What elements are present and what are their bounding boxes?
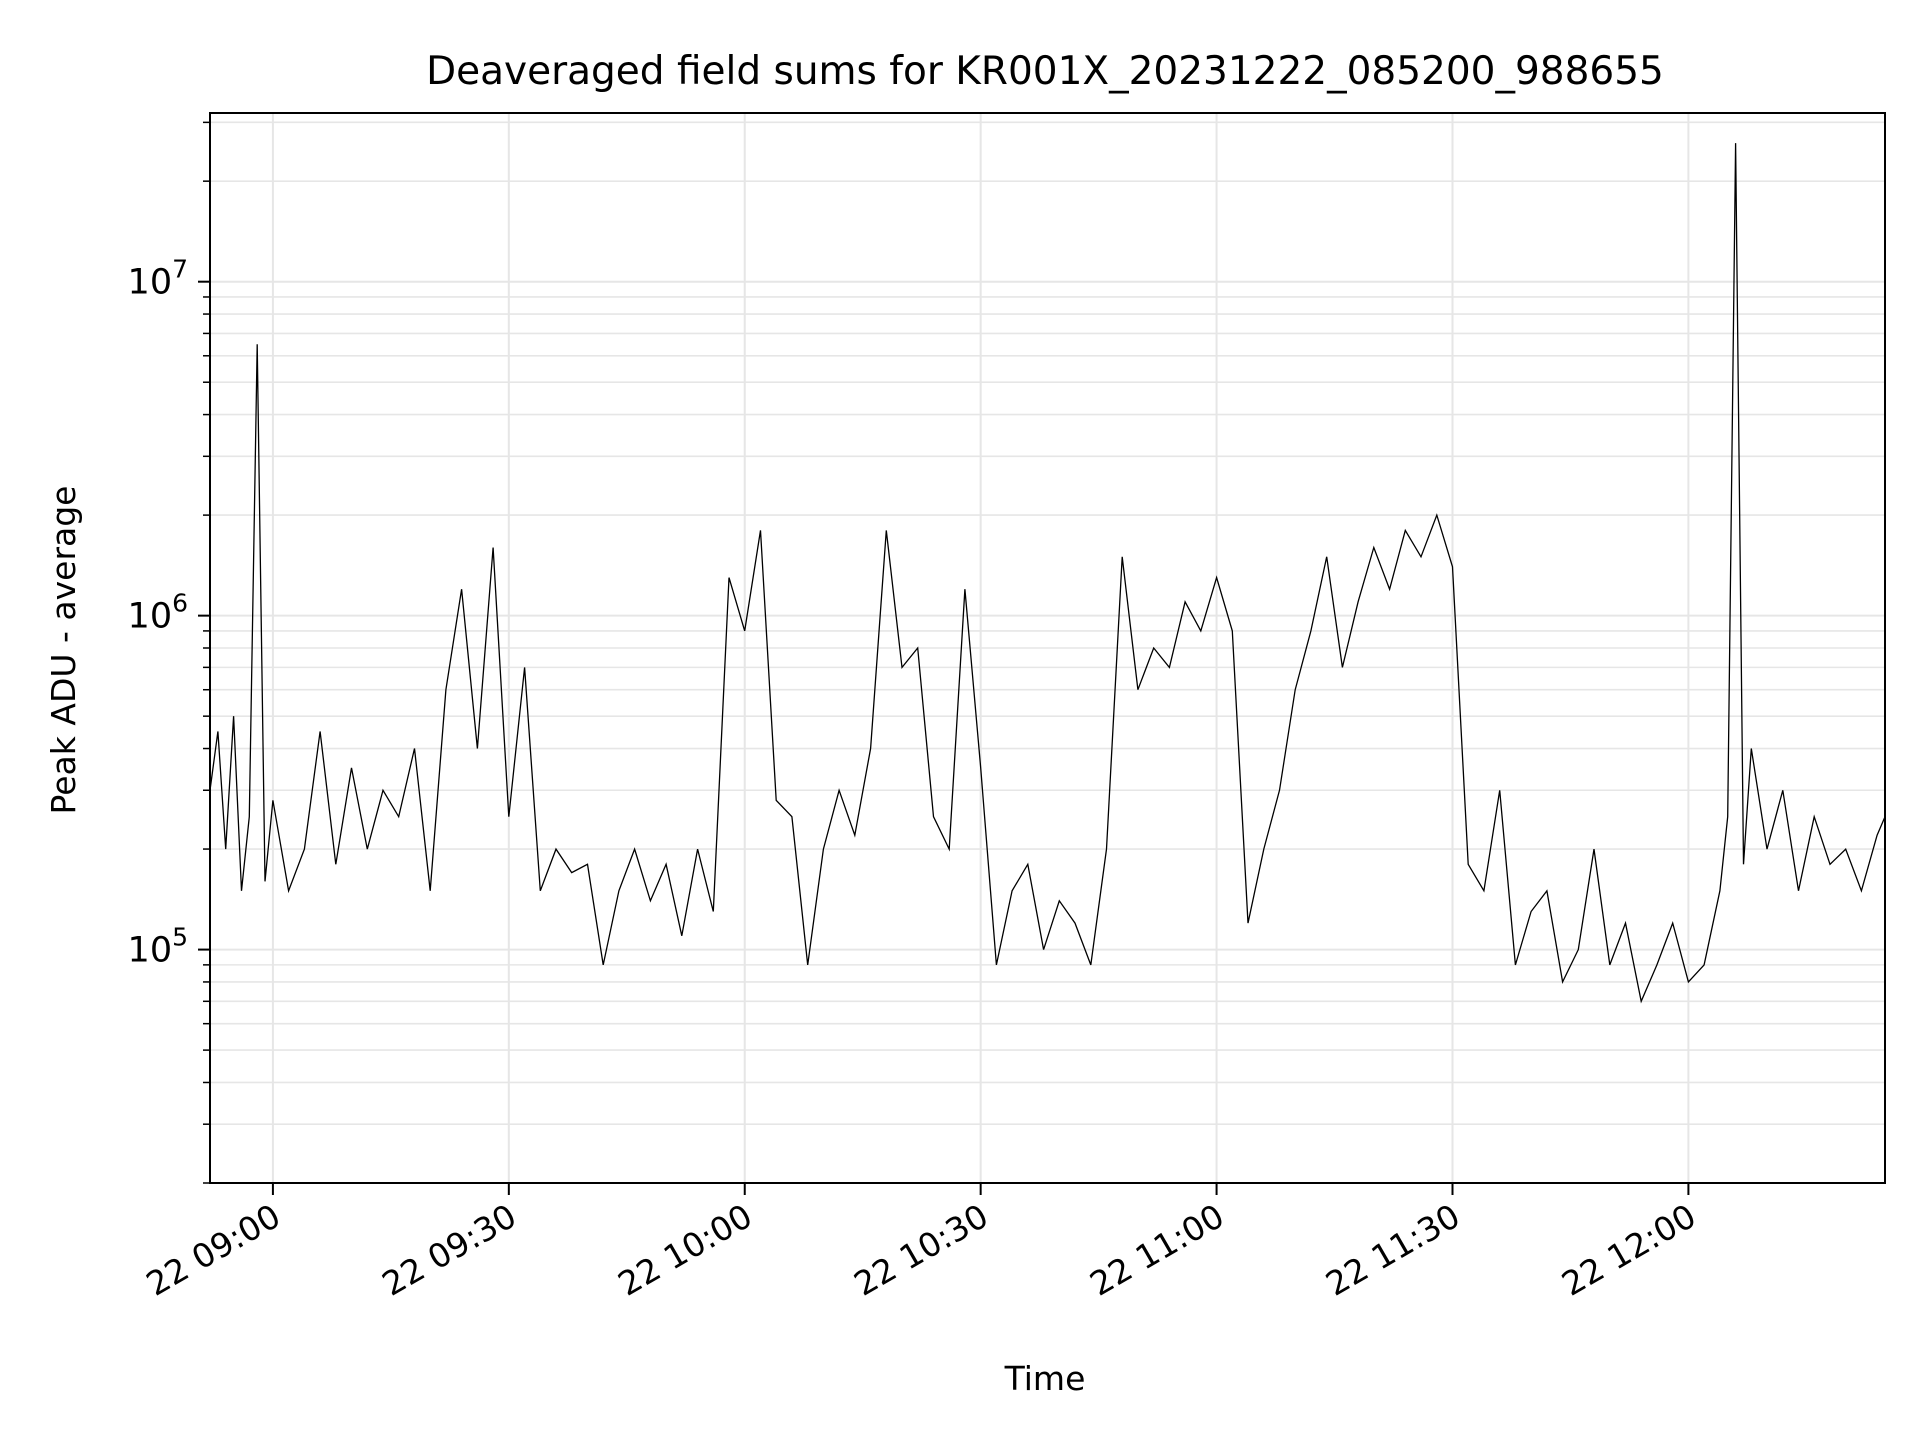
grid — [210, 113, 1885, 1184]
y-tick-label: 105 — [128, 923, 188, 971]
data-series-line — [209, 143, 1886, 1004]
y-tick-label: 107 — [128, 255, 188, 303]
chart-title: Deaveraged field sums for KR001X_2023122… — [426, 49, 1664, 94]
x-axis-label: Time — [1004, 1359, 1086, 1398]
y-axis-label: Peak ADU - average — [44, 486, 83, 815]
y-tick-label: 106 — [128, 589, 188, 637]
